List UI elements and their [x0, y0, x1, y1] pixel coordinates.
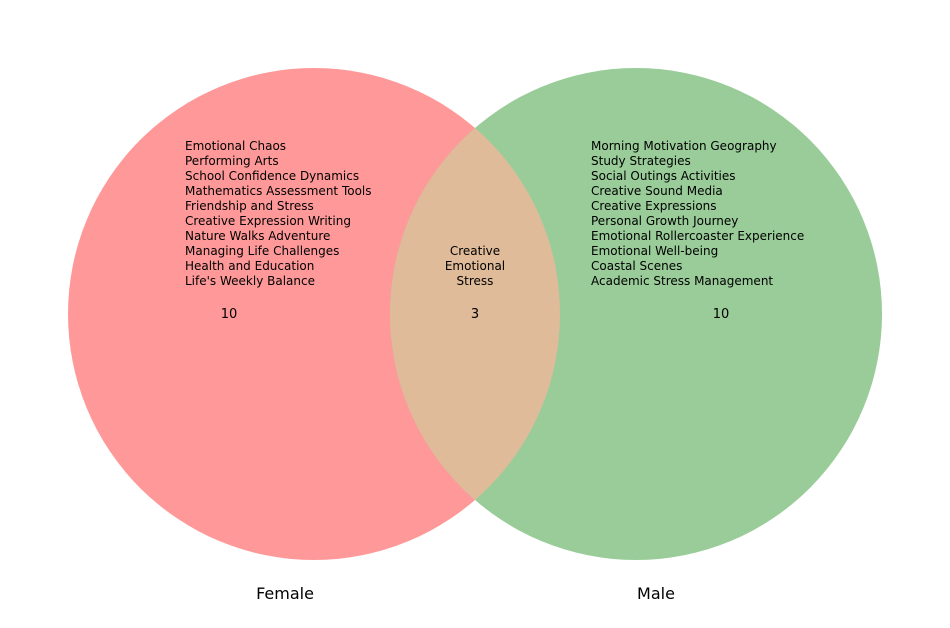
male-item-3: Social Outings Activities [591, 169, 736, 183]
male-item-9: Coastal Scenes [591, 259, 682, 273]
shared-count: 3 [471, 307, 479, 322]
female-item-7: Nature Walks Adventure [185, 229, 330, 243]
female-item-6: Creative Expression Writing [185, 214, 351, 228]
female-item-4: Mathematics Assessment Tools [185, 184, 372, 198]
female-item-10: Life's Weekly Balance [185, 274, 315, 288]
overlap-region [390, 68, 560, 560]
female-item-2: Performing Arts [185, 154, 279, 168]
male-item-2: Study Strategies [591, 154, 691, 168]
female-item-9: Health and Education [185, 259, 314, 273]
female-item-8: Managing Life Challenges [185, 244, 339, 258]
male-item-4: Creative Sound Media [591, 184, 723, 198]
female-set-label: Female [256, 584, 314, 603]
male-item-5: Creative Expressions [591, 199, 717, 213]
male-item-7: Emotional Rollercoaster Experience [591, 229, 804, 243]
female-item-1: Emotional Chaos [185, 139, 286, 153]
female-only-count: 10 [221, 307, 238, 322]
female-item-5: Friendship and Stress [185, 199, 314, 213]
male-item-1: Morning Motivation Geography [591, 139, 777, 153]
male-item-8: Emotional Well-being [591, 244, 718, 258]
male-only-count: 10 [713, 307, 730, 322]
female-item-3: School Confidence Dynamics [185, 169, 359, 183]
shared-item-3: Stress [457, 274, 494, 288]
shared-item-1: Creative [450, 244, 500, 258]
male-item-6: Personal Growth Journey [591, 214, 738, 228]
male-set-label: Male [637, 584, 675, 603]
shared-item-2: Emotional [445, 259, 505, 273]
male-item-10: Academic Stress Management [591, 274, 773, 288]
